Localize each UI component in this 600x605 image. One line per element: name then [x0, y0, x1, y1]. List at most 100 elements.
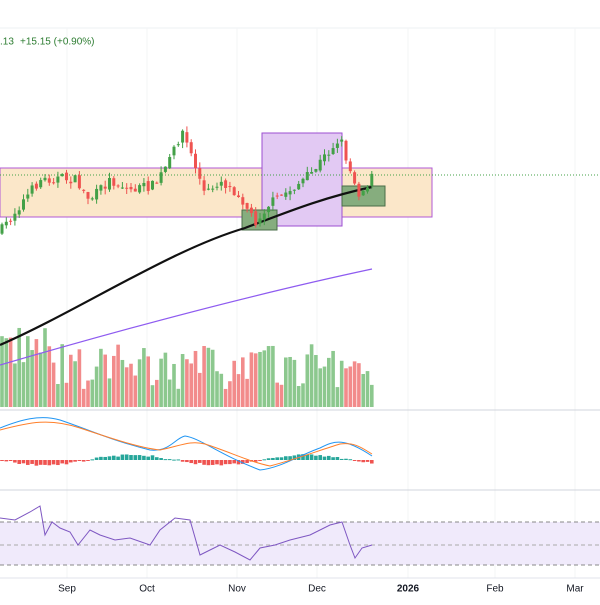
- candle: [30, 185, 34, 194]
- macd-hist: [301, 454, 305, 460]
- macd-hist: [180, 460, 185, 462]
- candle: [125, 187, 129, 189]
- macd-hist: [17, 460, 21, 464]
- macd-hist: [185, 460, 189, 463]
- macd-hist: [142, 455, 146, 460]
- macd-hist: [163, 459, 168, 461]
- volume-bar: [172, 363, 176, 407]
- candle: [39, 180, 43, 188]
- candle: [318, 159, 322, 171]
- macd-hist: [0, 460, 4, 461]
- volume-bar: [64, 382, 69, 407]
- volume-bar: [331, 350, 335, 407]
- macd-hist: [361, 460, 365, 463]
- volume-bar: [129, 363, 133, 407]
- volume-bar: [60, 344, 64, 407]
- volume-bar: [30, 350, 34, 407]
- macd-hist: [241, 460, 245, 464]
- macd-hist: [90, 459, 95, 461]
- macd-hist: [116, 456, 120, 460]
- volume-bar: [69, 354, 73, 407]
- candle: [112, 178, 116, 186]
- macd-hist: [288, 456, 292, 460]
- macd-hist: [99, 456, 103, 460]
- volume-bar: [56, 384, 60, 407]
- volume-bar: [365, 371, 370, 407]
- macd-hist: [344, 458, 348, 460]
- volume-bar: [206, 347, 211, 407]
- candle: [211, 188, 215, 190]
- candle: [185, 132, 189, 143]
- volume-bar: [185, 359, 189, 407]
- candle: [357, 183, 361, 197]
- macd-hist: [210, 460, 215, 465]
- volume-bar: [86, 380, 90, 407]
- volume-bar: [357, 363, 361, 407]
- volume-bar: [284, 357, 288, 407]
- volume-bar: [296, 386, 301, 407]
- macd-hist: [253, 460, 258, 462]
- candle: [142, 182, 146, 187]
- volume-bar: [133, 375, 138, 407]
- macd-hist: [236, 460, 241, 465]
- macd-hist: [107, 456, 112, 460]
- volume-bar: [301, 383, 305, 407]
- volume-bar: [236, 374, 241, 407]
- time-label: Sep: [58, 584, 76, 595]
- volume-bar: [327, 357, 331, 407]
- macd-hist: [4, 460, 9, 462]
- candle: [327, 154, 331, 156]
- volume-bar: [266, 346, 271, 407]
- volume-bar: [176, 388, 181, 407]
- volume-bar: [352, 361, 357, 407]
- candle: [181, 130, 185, 143]
- macd-hist: [146, 456, 150, 460]
- macd-hist: [206, 460, 211, 466]
- volume-bar: [223, 388, 228, 407]
- candle: [56, 176, 60, 183]
- candle: [301, 178, 305, 184]
- volume-bar: [305, 354, 310, 407]
- volume-bar: [120, 359, 125, 407]
- macd-hist: [275, 457, 279, 460]
- candle: [335, 143, 339, 148]
- macd-hist: [232, 460, 236, 464]
- price-tail: .13: [0, 37, 14, 48]
- rsi-line: [0, 505, 373, 561]
- candle: [159, 172, 163, 183]
- macd-hist: [172, 459, 176, 461]
- macd-hist: [47, 460, 52, 466]
- time-label: Feb: [486, 584, 504, 595]
- macd-hist: [167, 459, 172, 461]
- macd-hist: [348, 459, 353, 461]
- candle: [262, 213, 266, 220]
- candle: [168, 157, 172, 169]
- macd-hist: [133, 455, 138, 460]
- volume-bar: [253, 353, 258, 407]
- candle: [344, 140, 348, 161]
- volume-bar: [155, 379, 159, 407]
- macd-hist: [309, 454, 314, 460]
- macd-hist: [193, 460, 198, 465]
- candle: [348, 161, 352, 172]
- volume-bar: [275, 382, 279, 407]
- candle: [219, 181, 223, 186]
- volume-bar: [167, 379, 172, 407]
- candle: [202, 180, 206, 191]
- macd-hist: [335, 456, 340, 460]
- time-label: 2026: [397, 584, 420, 595]
- volume: [0, 327, 374, 407]
- volume-bar: [73, 361, 77, 407]
- macd-hist: [198, 460, 202, 463]
- candle: [271, 197, 275, 206]
- volume-bar: [159, 358, 163, 407]
- candle: [310, 172, 314, 174]
- macd-hist: [124, 454, 129, 460]
- time-label: Dec: [308, 584, 326, 595]
- volume-bar: [249, 352, 254, 407]
- candle: [254, 211, 258, 226]
- candle: [0, 224, 4, 234]
- macd-hist: [51, 460, 56, 465]
- macd-hist: [215, 460, 219, 465]
